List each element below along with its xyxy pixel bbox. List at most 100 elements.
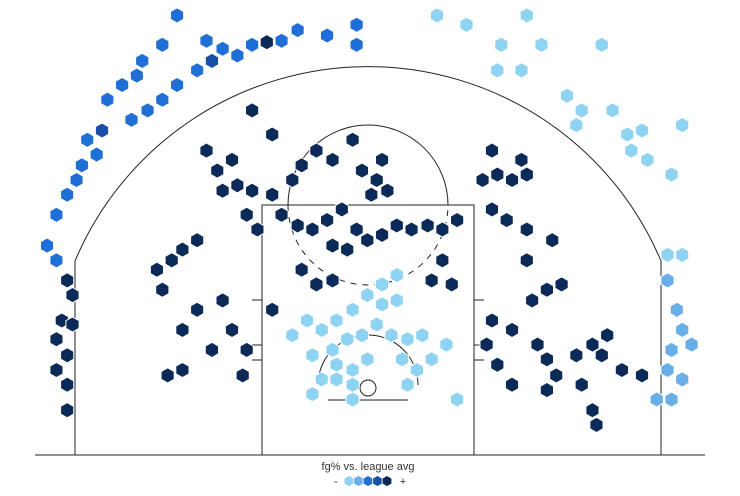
hex-bin — [320, 27, 335, 44]
hex-bin — [224, 321, 240, 339]
hex-bin — [389, 292, 404, 309]
hex-bin — [100, 91, 115, 108]
hex-bin — [444, 276, 459, 293]
hex-bin — [375, 151, 390, 169]
hex-bin — [204, 341, 219, 359]
hex-bin — [585, 336, 600, 353]
hex-bin — [649, 391, 664, 408]
hex-bin — [400, 376, 415, 393]
hex-bin — [484, 312, 499, 329]
hex-bin — [494, 36, 509, 53]
hex-bin — [404, 221, 419, 238]
hex-bin — [530, 336, 545, 353]
hex-bin — [170, 76, 185, 94]
hex-bin — [265, 301, 280, 318]
hex-bin — [429, 7, 445, 24]
hex-bin — [325, 272, 340, 289]
hex-bin — [274, 32, 289, 49]
hex-bin — [285, 327, 300, 344]
hex-bin — [505, 171, 520, 189]
hex-bin — [375, 296, 390, 313]
hex-bin — [135, 52, 150, 70]
hex-bin — [369, 316, 384, 333]
hex-bin — [349, 221, 364, 238]
hex-bin — [334, 201, 349, 218]
hex-bin — [215, 182, 230, 199]
hex-bin — [389, 217, 404, 234]
hex-bin — [384, 327, 399, 344]
hex-bin — [360, 286, 375, 304]
hex-bin — [204, 52, 219, 70]
hex-bin — [140, 102, 155, 119]
hex-bin — [160, 367, 175, 384]
hex-bin — [594, 347, 609, 364]
hex-bin — [439, 336, 454, 353]
legend-title: fg% vs. league avg — [322, 461, 415, 473]
hex-bin — [210, 162, 225, 179]
hex-bin — [435, 221, 450, 238]
hex-bin — [514, 62, 529, 79]
hex-bin — [380, 182, 395, 199]
hex-bin — [49, 206, 64, 223]
hex-bin — [230, 47, 245, 64]
hex-bin — [400, 331, 415, 348]
hex-bin — [519, 221, 534, 238]
hex-bin — [250, 221, 265, 238]
hex-bin — [354, 162, 369, 179]
hex-bin — [675, 246, 690, 264]
hex-bin — [519, 166, 534, 183]
hex-bin — [435, 252, 450, 269]
hex-bin — [325, 151, 340, 169]
hex-bin — [675, 321, 690, 339]
hex-bin — [265, 126, 280, 143]
legend-swatch — [343, 475, 355, 487]
hex-bin — [155, 36, 170, 53]
hex-bin — [309, 276, 324, 293]
hex-bin — [345, 376, 360, 393]
hex-bin — [199, 142, 214, 159]
hex-bin — [65, 286, 80, 304]
hex-bin — [669, 301, 684, 318]
hex-bin — [80, 131, 95, 148]
hex-bin — [305, 221, 320, 238]
hex-bin — [199, 32, 214, 49]
hex-bin — [190, 232, 205, 249]
hex-bin — [424, 351, 439, 368]
legend — [343, 475, 393, 487]
hex-bin — [545, 232, 560, 249]
hex-bin — [634, 122, 650, 139]
hex-bin — [375, 226, 390, 244]
hex-bin — [175, 321, 190, 339]
legend-swatch — [353, 475, 364, 487]
legend-swatch — [362, 475, 374, 487]
hex-bin — [305, 385, 320, 403]
hex-bin — [215, 40, 230, 57]
free-throw-circle-dashed — [287, 204, 449, 286]
hex-bin — [600, 327, 615, 344]
hex-bin — [224, 151, 240, 169]
hex-bin — [60, 376, 75, 393]
hex-bin — [239, 341, 254, 359]
hex-bin — [49, 252, 64, 269]
hex-bin — [490, 62, 505, 79]
hex-bin — [389, 266, 404, 284]
hex-bin — [190, 62, 205, 79]
legend-low: - — [334, 476, 338, 488]
hex-bin — [585, 402, 600, 419]
hex-bin — [285, 171, 300, 189]
hex-bin — [329, 371, 344, 388]
legend-swatch — [372, 475, 383, 487]
hex-bin — [320, 211, 335, 229]
hex-bin — [124, 111, 139, 128]
hex-bin — [569, 347, 584, 364]
hex-bin — [149, 261, 164, 278]
lane — [261, 204, 475, 456]
hex-bin — [190, 301, 205, 318]
hex-bin — [329, 356, 344, 373]
hex-bin — [490, 356, 505, 373]
hex-bin — [215, 292, 230, 309]
hex-bin — [675, 371, 690, 388]
hex-bin — [375, 276, 390, 293]
hex-bin — [155, 91, 170, 108]
